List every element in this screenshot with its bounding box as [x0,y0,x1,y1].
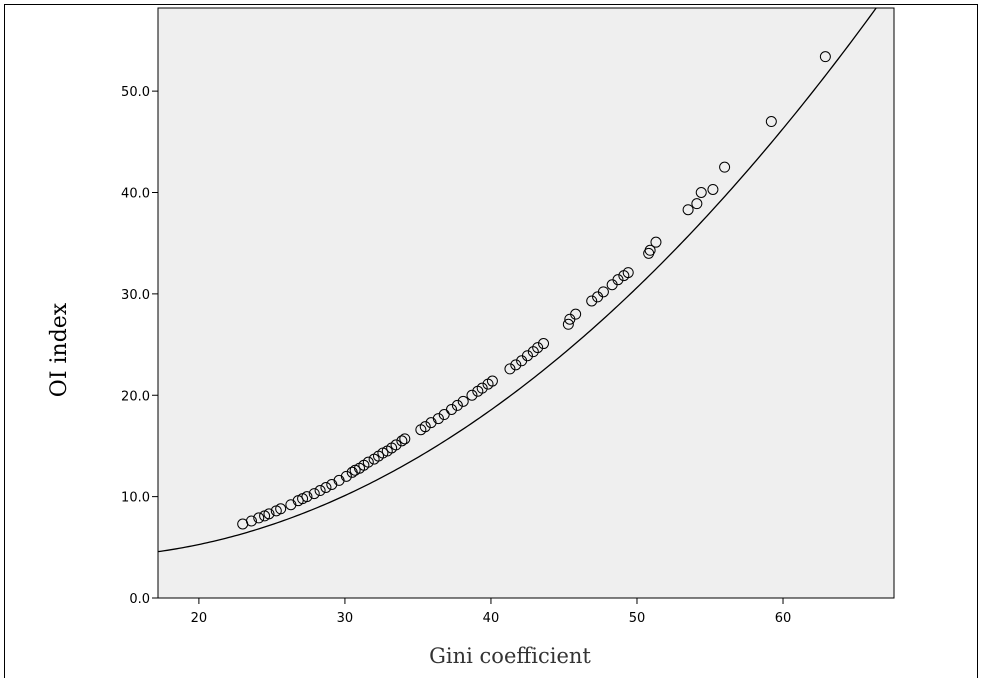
plot-area [157,7,895,599]
data-point [597,286,609,298]
data-point [644,244,656,256]
data-point [527,346,539,358]
data-point [612,274,624,286]
data-point [438,409,450,421]
data-point [819,51,831,63]
data-point [532,342,544,354]
data-point [719,161,731,173]
data-point [446,403,458,415]
data-point [362,456,374,468]
x-tick-label: 30 [337,611,354,626]
data-point [586,295,598,307]
data-point [765,116,777,128]
data-point [504,363,516,375]
x-tick-label: 20 [191,611,208,626]
data-point [521,350,533,362]
data-point [570,308,582,320]
data-point [682,204,694,216]
data-point [308,488,320,500]
data-point [451,399,463,411]
y-axis: 0.0 10.0 20.0 30.0 40.0 50.0 [121,85,158,607]
data-point [562,318,574,330]
data-point [538,338,550,350]
y-axis-title: OI index [47,302,72,397]
x-axis-title: Gini coefficient [429,644,591,668]
y-tick-label: 0.0 [129,592,150,607]
data-point [476,382,488,394]
data-point [390,439,402,451]
data-point [486,375,498,387]
data-point [695,187,707,198]
x-tick-label: 40 [483,611,500,626]
data-point [691,198,703,210]
data-point [340,470,352,482]
data-point [466,389,478,401]
y-tick-label: 50.0 [121,85,150,100]
data-point [245,515,257,527]
data-point [314,485,326,497]
data-point [396,435,408,447]
data-point [707,183,719,195]
data-point [301,491,313,503]
data-point [457,395,469,407]
data-point [320,482,332,493]
data-point [419,421,431,433]
data-point [275,503,287,515]
y-tick-label: 10.0 [121,491,150,506]
data-point [432,413,444,425]
plot-content [158,8,877,553]
data-points [237,51,831,530]
figure-frame [4,4,978,678]
fit-curve [158,8,877,553]
y-tick-label: 20.0 [121,389,150,404]
y-tick-label: 30.0 [121,288,150,303]
data-point [510,359,522,371]
data-point [622,267,634,279]
data-point [253,512,265,524]
x-tick-label: 60 [775,611,792,626]
data-point [650,236,662,248]
data-point [399,433,411,445]
data-point [263,508,275,520]
x-axis: 20 30 40 50 60 [191,598,792,626]
x-tick-label: 50 [629,611,646,626]
y-tick-label: 40.0 [121,187,150,202]
